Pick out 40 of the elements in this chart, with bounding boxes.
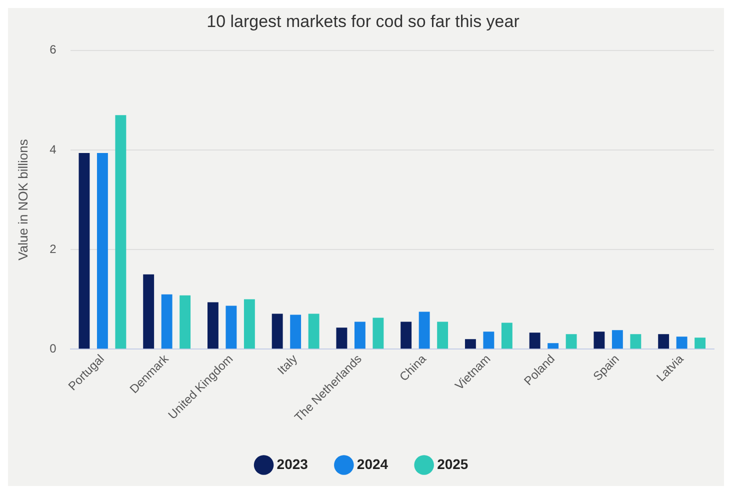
bar [354,322,366,349]
bar [676,336,688,349]
y-tick-label: 4 [50,142,57,156]
bar [336,328,348,349]
bar [78,152,90,349]
bar [594,332,605,349]
bar [272,314,283,349]
bar [612,330,623,349]
bar [226,306,237,349]
legend-label: 2025 [437,456,468,472]
bar [694,338,706,349]
bar [244,299,255,349]
legend-label: 2024 [356,456,388,472]
bar [566,334,577,349]
bar [96,152,108,349]
y-tick-label: 0 [50,341,57,356]
bar [115,115,126,349]
bar [464,339,476,349]
legend-label: 2023 [276,456,308,472]
bar [658,334,670,349]
bar [483,332,494,349]
bar [501,322,512,349]
bar [437,322,448,349]
y-tick-label: 6 [50,42,57,57]
bar [161,294,172,349]
bar [143,274,154,349]
bar [207,302,218,349]
bar [180,295,191,349]
bar [372,318,384,349]
y-tick-label: 2 [50,242,57,256]
bar [548,343,559,349]
y-axis-title: Value in NOK billions [15,138,30,260]
bar [308,314,320,349]
bar [418,312,430,349]
x-tick-label: Italy [274,352,300,378]
bar [529,332,540,349]
bar [290,314,302,349]
chart-title: 10 largest markets for cod so far this year [206,12,520,31]
bar [400,322,412,349]
bar [630,334,642,349]
